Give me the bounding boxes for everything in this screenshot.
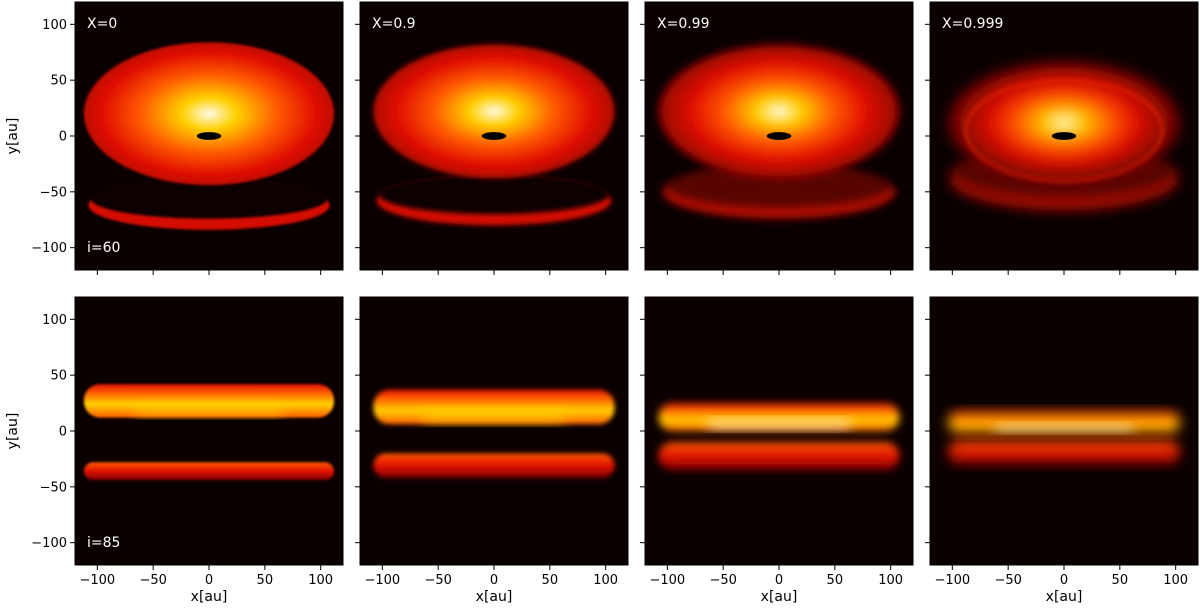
disk-image xyxy=(947,61,1181,210)
x-axis-label: x[au] xyxy=(761,589,798,605)
x-tick-label: −100 xyxy=(79,573,115,588)
panel-r1-c0: −100 −50 0 50 100 100 50 0 −50 −100 i=85 x[au] y[au] xyxy=(5,296,344,605)
disk-surface xyxy=(947,61,1181,185)
panel-r0-c2: X=0.99 xyxy=(640,1,914,275)
disk-lower-lobe xyxy=(658,442,900,471)
panel-r1-c2: −100 −50 0 50 100 x[au] xyxy=(640,296,914,605)
panel-r0-c1: X=0.9 xyxy=(355,1,629,275)
y-tick-label: 50 xyxy=(50,74,67,89)
disk-upper-highlight xyxy=(133,402,285,416)
x-axis-label: x[au] xyxy=(191,589,228,605)
disk-far-side-shadow xyxy=(665,162,893,208)
x-tick-label: 50 xyxy=(1112,573,1129,588)
disk-central-hole xyxy=(766,132,792,140)
disk-surface xyxy=(658,44,900,179)
column-label: X=0.99 xyxy=(657,16,710,32)
y-tick-label: −100 xyxy=(31,536,67,551)
disk-upper-highlight xyxy=(994,423,1134,433)
disk-central-hole xyxy=(1051,132,1077,140)
disk-ring xyxy=(964,79,1164,182)
disk-upper-highlight xyxy=(706,418,852,430)
x-tick-label: 50 xyxy=(257,573,274,588)
panel-r0-c0: 100 50 0 −50 −100 X=0 i=60 y[au] xyxy=(5,1,344,275)
y-tick-label: −50 xyxy=(40,185,67,200)
x-tick-label: 50 xyxy=(542,573,559,588)
y-tick-label: 0 xyxy=(59,425,67,440)
disk-central-hole xyxy=(481,132,507,140)
panel-r1-c3: −100 −50 0 50 100 x[au] xyxy=(925,296,1199,605)
x-tick-label: 0 xyxy=(205,573,213,588)
disk-central-hole xyxy=(196,132,222,140)
x-tick-label: −50 xyxy=(424,573,451,588)
y-axis-label: y[au] xyxy=(5,118,21,155)
y-tick-label: 50 xyxy=(50,369,67,384)
y-tick-label: 0 xyxy=(59,130,67,145)
x-tick-label: −100 xyxy=(649,573,685,588)
disk-image xyxy=(658,403,900,471)
y-tick-label: −50 xyxy=(40,480,67,495)
disk-far-side-shadow xyxy=(378,173,610,215)
x-tick-label: 0 xyxy=(1060,573,1068,588)
x-tick-label: 100 xyxy=(1163,573,1188,588)
y-axis-label: y[au] xyxy=(5,413,21,450)
disk-image xyxy=(658,44,900,219)
x-tick-label: −50 xyxy=(994,573,1021,588)
x-axis-label: x[au] xyxy=(476,589,513,605)
column-label: X=0 xyxy=(87,16,117,32)
x-tick-label: −100 xyxy=(934,573,970,588)
panel-background xyxy=(360,297,628,565)
y-tick-label: 100 xyxy=(42,313,67,328)
disk-image xyxy=(83,42,335,230)
disk-surface xyxy=(83,42,335,186)
x-tick-label: 0 xyxy=(490,573,498,588)
disk-lower-lobe xyxy=(373,453,615,478)
row-label: i=85 xyxy=(87,535,120,551)
disk-lower-lobe xyxy=(83,462,335,481)
panel-background xyxy=(75,297,343,565)
x-tick-label: −50 xyxy=(139,573,166,588)
x-tick-label: 100 xyxy=(593,573,618,588)
disk-image xyxy=(373,389,615,478)
disk-far-side-shadow xyxy=(90,178,328,219)
x-tick-label: −100 xyxy=(364,573,400,588)
x-tick-label: −50 xyxy=(709,573,736,588)
row-label: i=60 xyxy=(87,240,120,256)
x-tick-label: 0 xyxy=(775,573,783,588)
panel-r0-c3: X=0.999 xyxy=(925,1,1199,275)
disk-lower-lobe xyxy=(947,439,1181,465)
disk-upper-highlight xyxy=(421,408,567,423)
column-label: X=0.9 xyxy=(372,16,416,32)
y-tick-label: −100 xyxy=(31,241,67,256)
disk-image xyxy=(947,410,1181,465)
column-label: X=0.999 xyxy=(942,16,1003,32)
x-tick-label: 100 xyxy=(308,573,333,588)
disk-image xyxy=(83,384,335,481)
disk-surface xyxy=(373,44,615,179)
x-tick-label: 50 xyxy=(827,573,844,588)
x-tick-label: 100 xyxy=(878,573,903,588)
panel-r1-c1: −100 −50 0 50 100 x[au] xyxy=(355,296,629,605)
disk-image xyxy=(373,44,615,226)
y-tick-label: 100 xyxy=(42,18,67,33)
x-axis-label: x[au] xyxy=(1046,589,1083,605)
